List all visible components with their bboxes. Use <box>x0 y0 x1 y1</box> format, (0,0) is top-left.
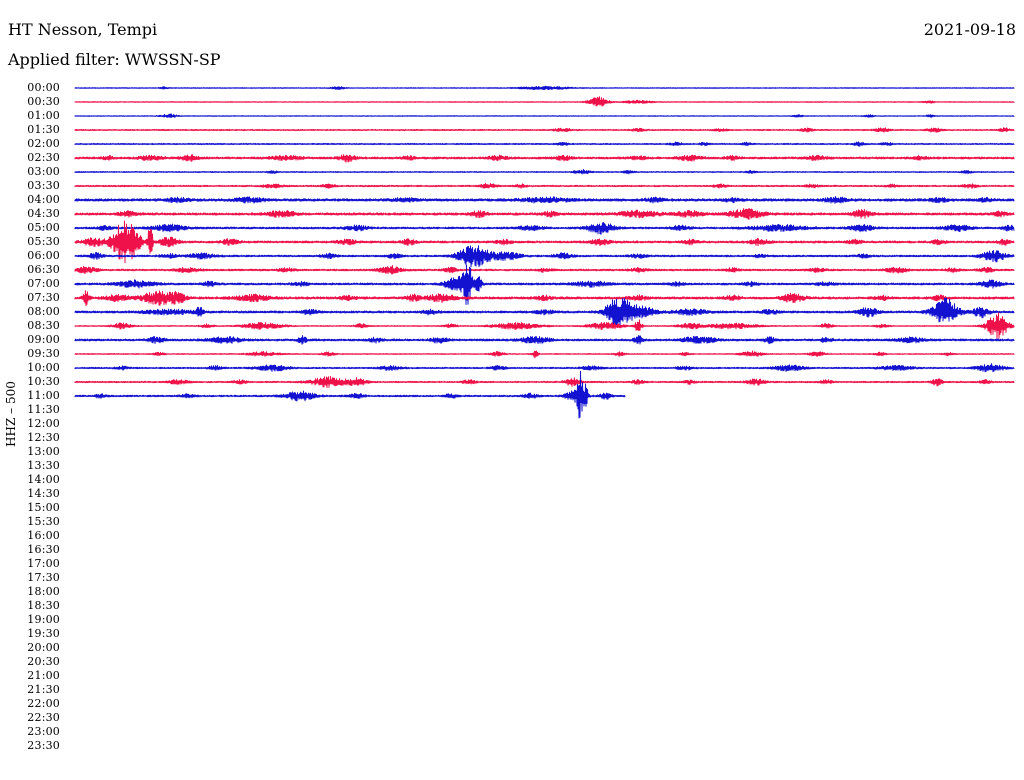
time-label-20-00: 20:00 <box>27 641 60 654</box>
time-label-04-00: 04:00 <box>27 193 60 206</box>
time-label-20-30: 20:30 <box>27 655 60 668</box>
time-label-17-30: 17:30 <box>27 571 60 584</box>
time-label-13-30: 13:30 <box>27 459 60 472</box>
time-label-03-30: 03:30 <box>27 179 60 192</box>
seismic-trace-05-00 <box>74 222 1015 235</box>
time-label-09-30: 09:30 <box>27 347 60 360</box>
time-label-19-30: 19:30 <box>27 627 60 640</box>
record-date: 2021-09-18 <box>923 20 1016 39</box>
seismic-trace-07-00 <box>74 264 1015 306</box>
seismic-trace-02-00 <box>74 141 1015 147</box>
station-title: HT Nesson, Tempi <box>8 20 158 39</box>
seismic-trace-09-30 <box>74 350 1015 359</box>
time-label-22-30: 22:30 <box>27 711 60 724</box>
seismic-trace-01-00 <box>74 113 1015 118</box>
time-label-10-30: 10:30 <box>27 375 60 388</box>
time-label-16-00: 16:00 <box>27 529 60 542</box>
seismic-trace-07-30 <box>74 290 1015 307</box>
time-label-05-00: 05:00 <box>27 221 60 234</box>
time-label-13-00: 13:00 <box>27 445 60 458</box>
time-label-15-30: 15:30 <box>27 515 60 528</box>
time-label-00-00: 00:00 <box>27 81 60 94</box>
seismic-trace-05-30 <box>74 220 1015 264</box>
time-label-21-30: 21:30 <box>27 683 60 696</box>
time-label-21-00: 21:00 <box>27 669 60 682</box>
time-label-00-30: 00:30 <box>27 95 60 108</box>
seismic-trace-08-00 <box>74 297 1015 328</box>
seismic-trace-09-00 <box>74 335 1015 345</box>
time-label-18-30: 18:30 <box>27 599 60 612</box>
seismic-trace-06-30 <box>74 265 1015 275</box>
time-label-18-00: 18:00 <box>27 585 60 598</box>
seismic-trace-04-30 <box>74 208 1015 220</box>
seismic-trace-00-00 <box>74 85 1015 91</box>
time-label-17-00: 17:00 <box>27 557 60 570</box>
time-label-07-30: 07:30 <box>27 291 60 304</box>
time-label-14-30: 14:30 <box>27 487 60 500</box>
time-label-01-00: 01:00 <box>27 109 60 122</box>
time-label-02-00: 02:00 <box>27 137 60 150</box>
time-label-08-30: 08:30 <box>27 319 60 332</box>
time-label-11-00: 11:00 <box>27 389 60 402</box>
time-label-01-30: 01:30 <box>27 123 60 136</box>
seismic-trace-06-00 <box>74 245 1015 268</box>
time-label-11-30: 11:30 <box>27 403 60 416</box>
time-label-15-00: 15:00 <box>27 501 60 514</box>
applied-filter-label: Applied filter: WWSSN-SP <box>8 50 221 69</box>
time-label-22-00: 22:00 <box>27 697 60 710</box>
seismic-trace-02-30 <box>74 154 1015 163</box>
seismic-trace-08-30 <box>74 312 1015 339</box>
seismic-trace-11-00 <box>74 370 626 419</box>
time-label-05-30: 05:30 <box>27 235 60 248</box>
seismic-trace-10-30 <box>74 376 1015 389</box>
time-label-23-00: 23:00 <box>27 725 60 738</box>
seismic-trace-10-00 <box>74 363 1015 373</box>
time-label-07-00: 07:00 <box>27 277 60 290</box>
time-label-04-30: 04:30 <box>27 207 60 220</box>
seismic-trace-01-30 <box>74 127 1015 133</box>
seismic-trace-04-00 <box>74 196 1015 204</box>
time-label-02-30: 02:30 <box>27 151 60 164</box>
time-label-12-30: 12:30 <box>27 431 60 444</box>
time-label-12-00: 12:00 <box>27 417 60 430</box>
time-label-10-00: 10:00 <box>27 361 60 374</box>
time-label-08-00: 08:00 <box>27 305 60 318</box>
time-label-14-00: 14:00 <box>27 473 60 486</box>
time-label-06-00: 06:00 <box>27 249 60 262</box>
time-label-03-00: 03:00 <box>27 165 60 178</box>
time-label-16-30: 16:30 <box>27 543 60 556</box>
seismic-trace-00-30 <box>74 96 1015 107</box>
time-label-06-30: 06:30 <box>27 263 60 276</box>
time-label-23-30: 23:30 <box>27 739 60 752</box>
time-label-09-00: 09:00 <box>27 333 60 346</box>
seismic-trace-03-30 <box>74 182 1015 189</box>
time-label-19-00: 19:00 <box>27 613 60 626</box>
seismic-trace-03-00 <box>74 168 1015 175</box>
